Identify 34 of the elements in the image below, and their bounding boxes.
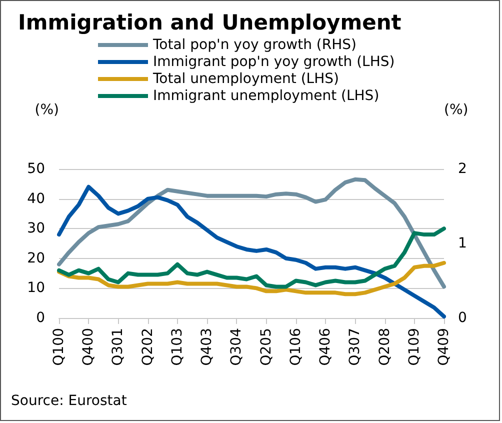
y-tick-label: 30: [27, 220, 45, 237]
x-tick-label: Q304: [228, 328, 245, 366]
y2-tick-label: 1: [458, 236, 467, 252]
x-tick-label: Q208: [376, 328, 393, 366]
x-tick-label: Q109: [406, 328, 422, 366]
y2-tick-label: 2: [458, 161, 467, 177]
x-tick-label: Q103: [169, 328, 186, 366]
x-tick-label: Q301: [110, 328, 126, 366]
legend-label: Total unemployment (LHS): [152, 71, 339, 87]
x-tick-label: Q205: [258, 328, 274, 366]
y2-tick-label: 0: [458, 310, 467, 326]
legend-label: Immigrant unemployment (LHS): [153, 88, 380, 104]
y-tick-label: 0: [36, 310, 45, 326]
x-tick-label: Q202: [140, 328, 156, 366]
y-tick-label: 10: [27, 280, 45, 296]
x-tick-label: Q400: [80, 328, 97, 366]
y-axis-title: (%): [34, 102, 59, 118]
chart-title: Immigration and Unemployment: [18, 10, 402, 34]
x-tick-label: Q406: [318, 328, 334, 366]
y2-axis-title: (%): [444, 102, 468, 118]
x-tick-label: Q409: [436, 328, 452, 366]
x-tick-label: Q100: [51, 328, 67, 366]
legend-label: Immigrant pop'n yoy growth (LHS): [153, 54, 395, 70]
x-tick-label: Q403: [199, 328, 216, 366]
x-tick-label: Q106: [288, 328, 304, 366]
line-series: [57, 260, 446, 296]
source-note: Source: Eurostat: [11, 393, 128, 409]
y-tick-label: 40: [27, 190, 45, 207]
legend-label: Total pop'n yoy growth (RHS): [152, 37, 356, 53]
x-tick-label: Q307: [347, 328, 364, 366]
y-tick-label: 20: [27, 250, 45, 266]
y-tick-label: 50: [27, 161, 45, 177]
line-series: [57, 226, 446, 289]
line-series: [57, 177, 446, 289]
